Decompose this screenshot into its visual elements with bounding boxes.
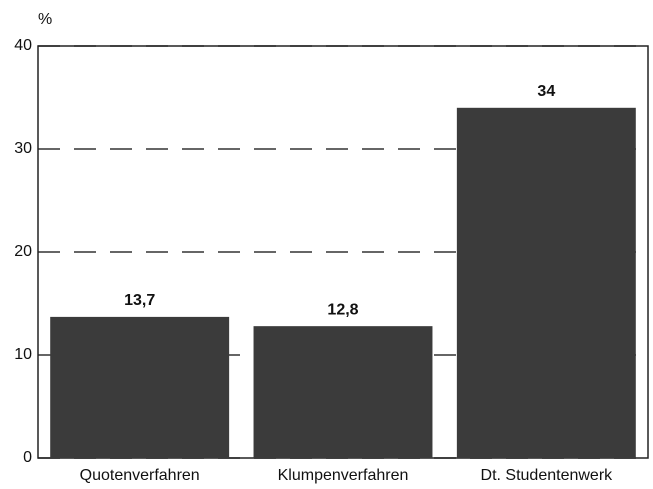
- x-tick-label: Klumpenverfahren: [278, 467, 409, 484]
- y-tick-label: 40: [14, 37, 32, 54]
- y-axis-label: %: [38, 11, 52, 28]
- value-label: 12,8: [327, 301, 358, 318]
- y-tick-label: 20: [14, 243, 32, 260]
- bar: [253, 326, 433, 458]
- y-tick-label: 10: [14, 346, 32, 363]
- x-tick-label: Quotenverfahren: [80, 467, 200, 484]
- bar: [50, 316, 230, 458]
- y-tick-label: 0: [23, 449, 32, 466]
- value-label: 34: [537, 83, 555, 100]
- y-tick-label: 30: [14, 140, 32, 157]
- bar: [456, 107, 636, 459]
- x-tick-label: Dt. Studentenwerk: [481, 467, 614, 484]
- value-label: 13,7: [124, 292, 155, 309]
